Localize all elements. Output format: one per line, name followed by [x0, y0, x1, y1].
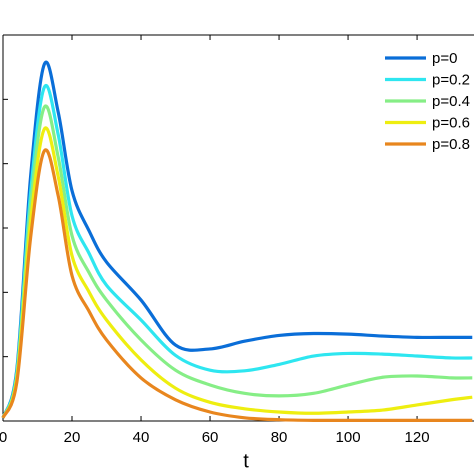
legend-label: p=0.8 [432, 136, 470, 153]
line-series [1, 148, 473, 423]
x-tick-label: 40 [133, 429, 150, 446]
line-series [1, 60, 473, 419]
x-tick-label: 0 [0, 429, 7, 446]
x-tick-label: 100 [336, 429, 361, 446]
x-tick-label: 80 [271, 429, 288, 446]
legend-label: p=0.2 [432, 71, 470, 88]
legend-label: p=0 [432, 50, 457, 67]
line-series [1, 104, 473, 419]
line-series [1, 83, 473, 419]
x-axis-label: t [243, 450, 249, 472]
x-tick-label: 60 [202, 429, 219, 446]
legend-label: p=0.4 [432, 93, 470, 110]
line-series [1, 126, 473, 419]
legend-label: p=0.6 [432, 114, 470, 131]
x-tick-label: 20 [64, 429, 81, 446]
x-tick-label: 120 [405, 429, 430, 446]
